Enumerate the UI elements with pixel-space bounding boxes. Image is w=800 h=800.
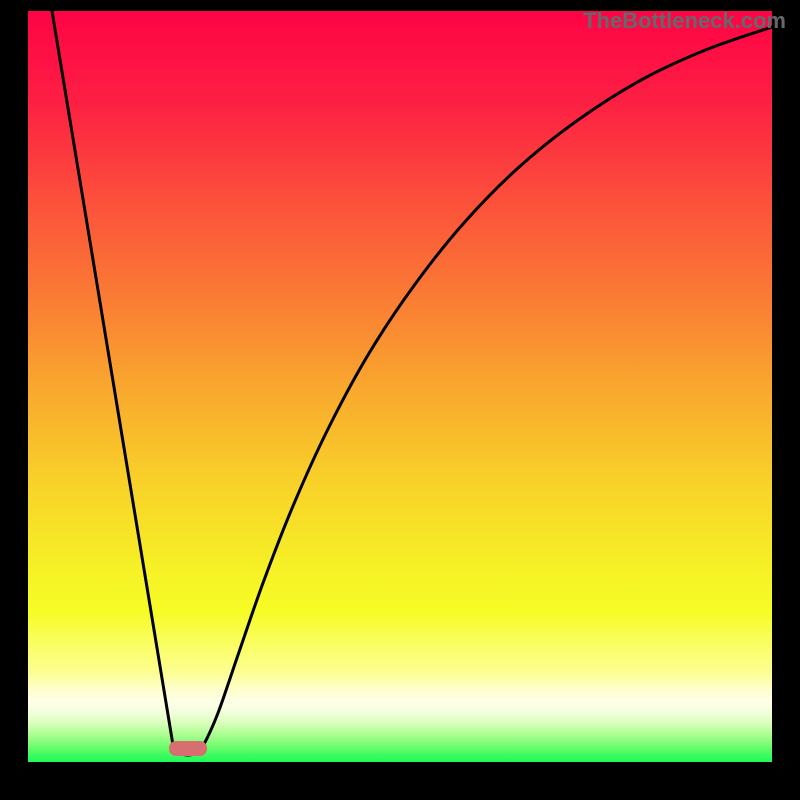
bottleneck-curve — [28, 11, 772, 762]
bottleneck-chart: TheBottleneck.com — [0, 0, 800, 800]
plot-area — [28, 11, 772, 762]
optimum-marker — [169, 741, 207, 756]
watermark-text: TheBottleneck.com — [583, 8, 786, 34]
